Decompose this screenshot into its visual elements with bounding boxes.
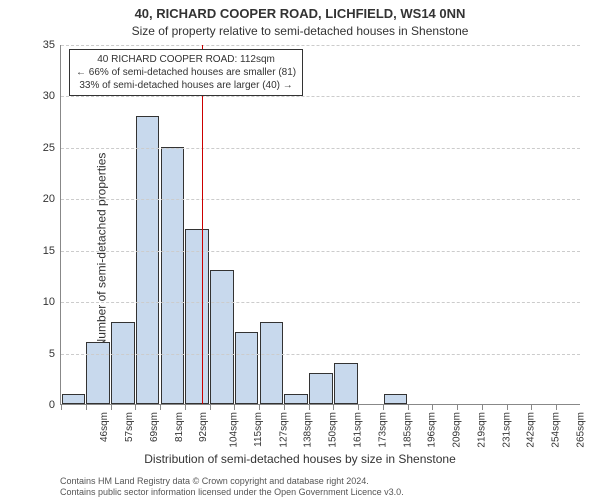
histogram-bar — [284, 394, 308, 404]
ytick-label: 5 — [49, 348, 61, 360]
xtick-label: 209sqm — [452, 412, 463, 448]
xtick-label: 115sqm — [253, 412, 264, 447]
plot-area: 0510152025303546sqm57sqm69sqm81sqm92sqm1… — [60, 45, 580, 405]
gridline-h — [61, 251, 580, 252]
ytick-label: 0 — [49, 399, 61, 411]
xtick — [259, 404, 260, 410]
xtick — [160, 404, 161, 410]
xtick — [556, 404, 557, 410]
xtick — [61, 404, 62, 410]
xtick — [234, 404, 235, 410]
xtick-label: 219sqm — [476, 412, 487, 448]
xtick — [408, 404, 409, 410]
footnote-line2: Contains public sector information licen… — [60, 487, 590, 498]
ytick-label: 10 — [43, 296, 61, 308]
ytick-label: 30 — [43, 90, 61, 102]
xtick — [358, 404, 359, 410]
xtick-label: 92sqm — [198, 412, 209, 442]
xtick — [507, 404, 508, 410]
xtick-label: 242sqm — [526, 412, 537, 448]
xtick-label: 173sqm — [377, 412, 388, 448]
gridline-h — [61, 199, 580, 200]
histogram-bar — [111, 322, 135, 404]
annotation-line1: 40 RICHARD COOPER ROAD: 112sqm — [76, 53, 296, 66]
xtick — [333, 404, 334, 410]
xtick-label: 231sqm — [501, 412, 512, 448]
histogram-bar — [384, 394, 408, 404]
gridline-h — [61, 45, 580, 46]
histogram-bar — [334, 363, 358, 404]
chart-title-sub: Size of property relative to semi-detach… — [0, 24, 600, 38]
histogram-bar — [86, 342, 110, 404]
histogram-bar — [309, 373, 333, 404]
annotation-box: 40 RICHARD COOPER ROAD: 112sqm← 66% of s… — [69, 49, 303, 96]
xtick — [482, 404, 483, 410]
chart-title-main: 40, RICHARD COOPER ROAD, LICHFIELD, WS14… — [0, 6, 600, 21]
xtick — [309, 404, 310, 410]
xtick-label: 57sqm — [124, 412, 135, 442]
xtick-label: 254sqm — [551, 412, 562, 448]
gridline-h — [61, 148, 580, 149]
xtick-label: 104sqm — [229, 412, 240, 448]
xtick-label: 138sqm — [303, 412, 314, 448]
xtick-label: 265sqm — [575, 412, 586, 448]
annotation-line2: ← 66% of semi-detached houses are smalle… — [76, 66, 296, 79]
xtick — [383, 404, 384, 410]
xtick-label: 69sqm — [149, 412, 160, 442]
xtick — [210, 404, 211, 410]
chart-xlabel: Distribution of semi-detached houses by … — [0, 452, 600, 466]
annotation-line3: 33% of semi-detached houses are larger (… — [76, 79, 296, 92]
xtick — [111, 404, 112, 410]
gridline-h — [61, 354, 580, 355]
xtick-label: 185sqm — [402, 412, 413, 448]
xtick — [432, 404, 433, 410]
xtick — [531, 404, 532, 410]
xtick-label: 150sqm — [328, 412, 339, 448]
footnote-line1: Contains HM Land Registry data © Crown c… — [60, 476, 590, 487]
histogram-bar — [62, 394, 86, 404]
histogram-bar — [136, 116, 160, 404]
histogram-bar — [260, 322, 284, 404]
gridline-h — [61, 96, 580, 97]
reference-line — [202, 45, 203, 404]
ytick-label: 25 — [43, 142, 61, 154]
chart-footnote: Contains HM Land Registry data © Crown c… — [60, 476, 590, 498]
bars-layer — [61, 45, 580, 404]
xtick — [284, 404, 285, 410]
xtick — [135, 404, 136, 410]
xtick — [457, 404, 458, 410]
xtick-label: 81sqm — [174, 412, 185, 442]
xtick-label: 196sqm — [427, 412, 438, 448]
histogram-bar — [185, 229, 209, 404]
xtick — [86, 404, 87, 410]
xtick-label: 161sqm — [353, 412, 364, 448]
ytick-label: 20 — [43, 193, 61, 205]
ytick-label: 15 — [43, 245, 61, 257]
histogram-chart: 40, RICHARD COOPER ROAD, LICHFIELD, WS14… — [0, 0, 600, 500]
histogram-bar — [235, 332, 259, 404]
histogram-bar — [161, 147, 185, 404]
xtick-label: 46sqm — [99, 412, 110, 442]
gridline-h — [61, 302, 580, 303]
histogram-bar — [210, 270, 234, 404]
xtick — [185, 404, 186, 410]
ytick-label: 35 — [43, 39, 61, 51]
xtick-label: 127sqm — [278, 412, 289, 448]
